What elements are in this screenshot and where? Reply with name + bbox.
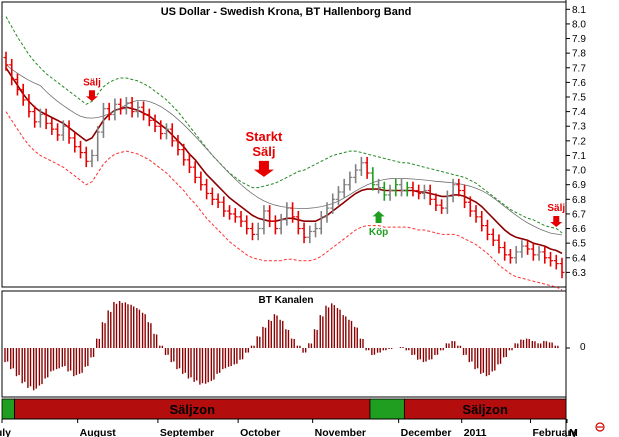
- price-ytick-label: 7.3: [572, 122, 586, 133]
- price-ytick-label: 7.8: [572, 49, 586, 60]
- price-ytick-label: 8.1: [572, 5, 586, 16]
- price-ytick-label: 7.9: [572, 34, 586, 45]
- price-panel: 8.1 8.0 7.9 7.8 7.7 7.6 7.5 7.4 7.3 7.2 7.1 7.0 6.9 6…: [1, 0, 586, 437]
- price-ytick-label: 6.5: [572, 239, 586, 250]
- price-ytick-label: 6.9: [572, 180, 586, 191]
- upper-band-line: [5, 16, 563, 234]
- x-tick-label: September: [160, 427, 214, 437]
- price-ytick-label: 7.1: [572, 151, 586, 162]
- price-ytick-label: 7.2: [572, 136, 586, 147]
- signal-label: Sälj: [547, 203, 565, 214]
- signal-arrow-down: [550, 216, 563, 227]
- price-ytick-label: 6.6: [572, 224, 586, 235]
- x-axis: July August September October November Decemb…: [0, 418, 578, 437]
- chart-title: US Dollar - Swedish Krona, BT Hallenborg…: [161, 6, 412, 18]
- signal-label: Sälj: [83, 77, 101, 88]
- zone-label: Säljzon: [170, 402, 216, 417]
- signal-arrow-down: [85, 90, 98, 102]
- price-ytick-label: 6.4: [572, 253, 586, 264]
- x-tick-label: November: [315, 427, 366, 437]
- price-ytick-label: 7.0: [572, 166, 586, 177]
- x-tick-label: August: [80, 427, 117, 437]
- signal-label: Köp: [369, 227, 388, 238]
- signal-label: Starkt: [246, 129, 284, 144]
- zone-bar: Säljzon Säljzon: [1, 398, 567, 420]
- price-ytick-label: 7.5: [572, 93, 586, 104]
- moving-average-line: [5, 67, 563, 255]
- signal-label: Sälj: [252, 144, 275, 159]
- price-ytick-label: 6.3: [572, 268, 586, 279]
- indicator-panel-frame: [1, 290, 567, 398]
- price-ytick-label: 6.7: [572, 209, 586, 220]
- lower-band-line: [5, 111, 563, 291]
- price-ytick-label: 7.4: [572, 107, 586, 118]
- indicator-zero-tick: 0: [580, 342, 586, 353]
- signal-annotation: Sälj: [547, 203, 565, 227]
- x-tick-label: M: [569, 427, 578, 437]
- signal-annotation: Köp: [369, 211, 388, 238]
- zone-segment: [369, 398, 405, 420]
- x-tick-label: July: [0, 427, 11, 437]
- zone-segment: [1, 398, 15, 420]
- clock-icon[interactable]: [595, 422, 605, 432]
- x-tick-label: October: [240, 427, 280, 437]
- signal-arrow-up: [372, 211, 385, 223]
- price-ytick-label: 7.6: [572, 78, 586, 89]
- indicator-panel: [1, 290, 570, 398]
- x-tick-label: 2011: [464, 427, 487, 437]
- x-tick-label: December: [401, 427, 452, 437]
- slow-average-line: [5, 64, 563, 236]
- zone-label: Säljzon: [462, 402, 508, 417]
- signal-annotation: Sälj: [83, 77, 101, 102]
- x-tick-label: February: [532, 427, 577, 437]
- price-ytick-label: 6.8: [572, 195, 586, 206]
- price-ytick-label: 8.0: [572, 19, 586, 30]
- price-ytick-label: 7.7: [572, 63, 586, 74]
- signal-arrow-down: [253, 160, 274, 177]
- indicator-title: BT Kanalen: [258, 295, 313, 306]
